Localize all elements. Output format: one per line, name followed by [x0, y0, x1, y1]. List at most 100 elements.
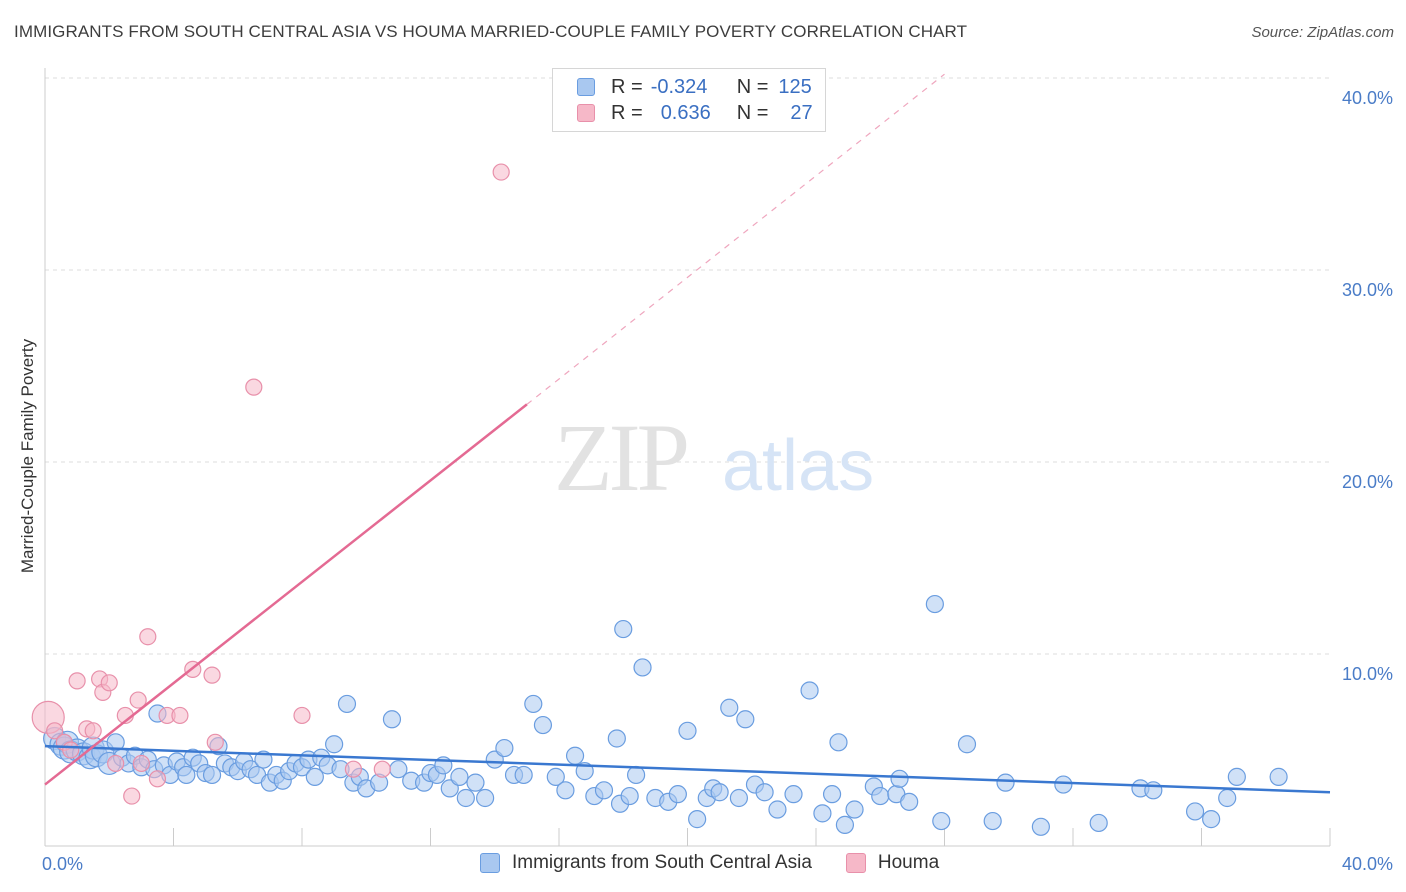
watermark: ZIP atlas: [554, 404, 874, 511]
data-point-immigrants: [755, 783, 774, 802]
data-point-immigrants: [456, 788, 475, 808]
data-point-immigrants: [925, 594, 944, 614]
data-point-immigrants: [382, 710, 402, 729]
legend-swatch-blue: [577, 78, 595, 96]
data-point-houma: [344, 760, 362, 778]
data-point-immigrants: [466, 773, 485, 792]
data-point-immigrants: [822, 785, 842, 804]
data-point-immigrants: [784, 785, 803, 804]
data-point-houma: [139, 628, 157, 646]
series-immigrants-points: [43, 594, 1288, 836]
data-point-immigrants: [633, 658, 652, 677]
data-point-immigrants: [710, 783, 729, 802]
data-point-immigrants: [495, 738, 514, 758]
data-point-immigrants: [729, 788, 749, 808]
data-point-immigrants: [900, 792, 919, 811]
data-point-immigrants: [524, 694, 543, 714]
data-point-immigrants: [983, 811, 1002, 831]
data-point-immigrants: [202, 765, 222, 785]
x-tick-label: 40.0%: [1342, 854, 1393, 874]
legend-r-value-houma: 0.636: [660, 101, 711, 124]
trend-line-houma: [44, 403, 528, 786]
x-tick-labels: 0.0% 40.0%: [42, 854, 1393, 874]
trend-line-immigrants: [44, 744, 1331, 794]
data-point-immigrants: [337, 694, 357, 714]
series-legend: Immigrants from South Central Asia Houma: [480, 852, 939, 874]
data-point-immigrants: [768, 800, 787, 819]
data-point-immigrants: [614, 619, 633, 639]
data-point-immigrants: [1218, 788, 1237, 808]
legend-row-immigrants: R = -0.324 N = 125: [577, 75, 812, 99]
data-point-houma: [107, 754, 125, 773]
data-point-houma: [68, 672, 86, 690]
data-point-immigrants: [678, 721, 697, 740]
legend-row-houma: R = 0.636 N = 27: [577, 101, 813, 125]
y-tick-label: 10.0%: [1342, 664, 1393, 684]
legend-swatch-pink: [577, 104, 595, 122]
data-point-immigrants: [546, 767, 565, 786]
data-point-immigrants: [835, 815, 855, 834]
data-point-houma: [203, 666, 221, 684]
data-point-houma: [132, 754, 150, 773]
legend-n-value-houma: 27: [790, 101, 813, 124]
data-point-immigrants: [626, 765, 646, 785]
data-point-immigrants: [932, 811, 951, 831]
data-point-houma: [46, 722, 64, 740]
data-point-immigrants: [556, 781, 575, 800]
trend-line-houma-extension: [526, 73, 945, 405]
data-point-houma: [171, 706, 189, 725]
legend-r-label: R =: [611, 101, 643, 124]
y-tick-label: 40.0%: [1342, 88, 1393, 108]
data-point-immigrants: [1202, 810, 1221, 829]
data-point-immigrants: [1269, 767, 1288, 786]
y-tick-labels: 10.0% 20.0% 30.0% 40.0%: [1342, 88, 1393, 684]
legend-n-label: N =: [736, 75, 769, 98]
data-point-immigrants: [720, 698, 739, 717]
data-point-houma: [245, 378, 263, 396]
data-point-immigrants: [1227, 767, 1246, 786]
correlation-legend: R = -0.324 N = 125 R = 0.636 N = 27: [552, 68, 826, 132]
data-point-houma: [62, 741, 80, 759]
data-point-immigrants: [845, 800, 864, 819]
watermark-zip: ZIP: [554, 404, 687, 511]
source-label: Source: ZipAtlas.com: [1251, 24, 1394, 41]
data-point-immigrants: [829, 733, 848, 752]
data-point-immigrants: [957, 735, 977, 754]
data-point-immigrants: [450, 767, 469, 786]
data-point-houma: [492, 163, 510, 181]
legend-r-label: R =: [611, 75, 643, 98]
data-point-immigrants: [996, 773, 1015, 792]
legend-label-immigrants: Immigrants from South Central Asia: [512, 852, 812, 873]
watermark-atlas: atlas: [722, 426, 874, 506]
data-point-houma: [148, 770, 167, 788]
data-point-immigrants: [106, 733, 125, 752]
legend-swatch-houma: [845, 853, 866, 873]
data-point-immigrants: [565, 746, 585, 765]
legend-label-houma: Houma: [877, 852, 940, 873]
data-point-immigrants: [668, 785, 687, 804]
chart-title: IMMIGRANTS FROM SOUTH CENTRAL ASIA VS HO…: [14, 22, 968, 41]
data-point-immigrants: [325, 735, 344, 754]
data-point-immigrants: [813, 804, 832, 823]
data-point-immigrants: [514, 765, 533, 785]
data-point-immigrants: [476, 788, 495, 808]
grid-lines: [45, 77, 1330, 655]
data-point-immigrants: [533, 715, 553, 735]
data-point-immigrants: [305, 767, 324, 786]
data-point-immigrants: [871, 786, 890, 806]
data-point-houma: [84, 722, 102, 740]
trend-lines: [44, 73, 1331, 794]
data-point-immigrants: [177, 765, 196, 785]
data-point-houma: [123, 787, 141, 805]
series-houma-points: [31, 163, 510, 805]
x-tick-label: 0.0%: [42, 854, 83, 874]
data-point-immigrants: [620, 786, 639, 806]
y-axis-label: Married-Couple Family Poverty: [18, 338, 37, 574]
data-point-immigrants: [1144, 781, 1163, 800]
legend-r-value-immigrants: -0.324: [650, 75, 708, 98]
data-point-houma: [129, 691, 147, 709]
data-point-immigrants: [1054, 775, 1073, 794]
legend-n-value-immigrants: 125: [778, 75, 812, 98]
data-point-immigrants: [1089, 813, 1108, 833]
